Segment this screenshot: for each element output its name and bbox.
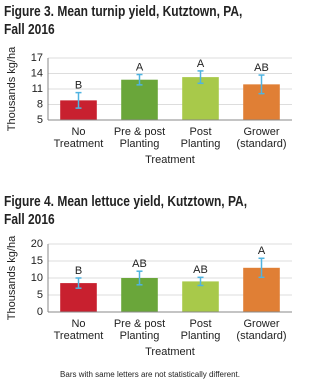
y-tick-label: 8 xyxy=(37,98,43,110)
x-tick-label: No xyxy=(71,126,85,138)
chart-title: Figure 4. Mean lettuce yield, Kutztown, … xyxy=(4,193,247,228)
error-bar xyxy=(197,70,204,85)
y-tick-label: 11 xyxy=(32,83,43,95)
significance-letter: A xyxy=(136,61,144,73)
x-tick-label: Planting xyxy=(181,138,221,150)
chart: Figure 4. Mean lettuce yield, Kutztown, … xyxy=(4,193,292,358)
error-bar xyxy=(75,277,82,289)
footnote: Bars with same letters are not statistic… xyxy=(60,370,240,379)
y-axis-label: Thousands kg/ha xyxy=(6,235,18,320)
figure: Bars with same letters are not statistic… xyxy=(4,3,292,379)
error-bar xyxy=(197,276,204,287)
title-line: Figure 3. Mean turnip yield, Kutztown, P… xyxy=(4,3,242,20)
x-tick-label: Planting xyxy=(181,330,221,342)
significance-letter: A xyxy=(197,58,205,70)
significance-letter: B xyxy=(75,80,82,92)
significance-letter: AB xyxy=(132,258,147,270)
y-tick-label: 5 xyxy=(37,289,43,301)
significance-letter: AB xyxy=(193,264,208,276)
error-bar xyxy=(136,270,143,286)
error-bar xyxy=(136,73,143,86)
x-tick-label: Planting xyxy=(120,330,160,342)
x-tick-label: No xyxy=(71,318,85,330)
bar xyxy=(121,79,158,120)
significance-letter: B xyxy=(75,265,82,277)
x-tick-label: Post xyxy=(189,318,211,330)
y-tick-label: 17 xyxy=(31,52,43,64)
y-tick-label: 5 xyxy=(37,114,43,126)
page: {"chart_data": [ {"type": "bar", "title"… xyxy=(4,2,292,380)
significance-letter: A xyxy=(258,245,266,257)
y-tick-label: 14 xyxy=(31,67,43,79)
x-tick-label: Planting xyxy=(120,138,160,150)
y-tick-label: 20 xyxy=(31,238,43,250)
title-line: Fall 2016 xyxy=(4,21,55,38)
bar xyxy=(182,77,219,120)
error-bar xyxy=(258,74,265,95)
x-tick-label: Treatment xyxy=(54,330,104,342)
x-axis-label: Treatment xyxy=(145,154,195,166)
y-axis-label: Thousands kg/ha xyxy=(6,46,18,131)
y-tick-label: 10 xyxy=(31,272,43,284)
x-axis-label: Treatment xyxy=(145,346,195,358)
x-tick-label: (standard) xyxy=(236,138,286,150)
y-tick-label: 15 xyxy=(31,255,43,267)
chart-title: Figure 3. Mean turnip yield, Kutztown, P… xyxy=(4,3,242,38)
title-line: Figure 4. Mean lettuce yield, Kutztown, … xyxy=(4,193,247,210)
chart: Figure 3. Mean turnip yield, Kutztown, P… xyxy=(4,3,292,166)
title-line: Fall 2016 xyxy=(4,211,55,228)
error-bar xyxy=(75,91,82,109)
x-tick-label: Treatment xyxy=(54,138,104,150)
x-tick-label: Pre & post xyxy=(114,318,165,330)
x-tick-label: (standard) xyxy=(236,330,286,342)
bar xyxy=(182,281,219,312)
x-tick-label: Pre & post xyxy=(114,126,165,138)
y-tick-label: 0 xyxy=(37,306,43,318)
error-bar xyxy=(258,257,265,279)
bar xyxy=(60,100,97,120)
x-tick-label: Grower xyxy=(243,318,279,330)
x-tick-label: Post xyxy=(189,126,211,138)
significance-letter: AB xyxy=(254,62,269,74)
x-tick-label: Grower xyxy=(243,126,279,138)
